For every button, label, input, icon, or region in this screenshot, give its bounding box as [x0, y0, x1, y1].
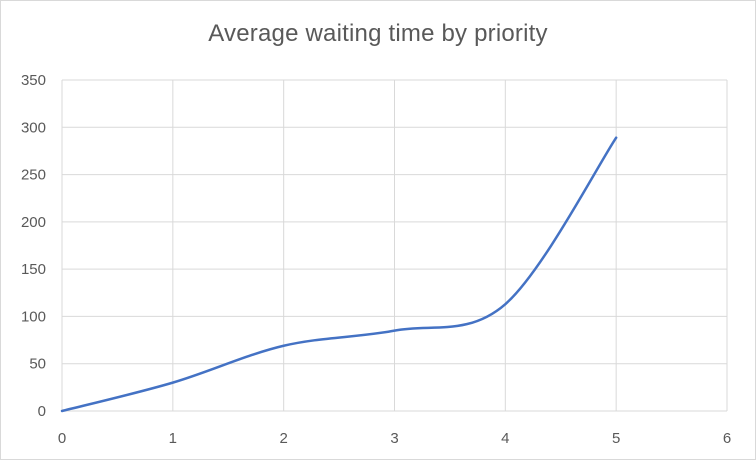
x-tick-label: 6: [723, 430, 731, 447]
x-tick-label: 0: [58, 430, 66, 447]
data-point: [502, 301, 508, 307]
y-tick-label: 0: [38, 403, 46, 420]
y-tick-label: 100: [21, 308, 46, 325]
chart-title: Average waiting time by priority: [208, 20, 548, 47]
x-tick-label: 3: [390, 430, 398, 447]
x-tick-label: 5: [612, 430, 620, 447]
data-point: [613, 135, 619, 141]
x-tick-label: 2: [279, 430, 287, 447]
data-point: [59, 408, 65, 414]
y-tick-label: 300: [21, 119, 46, 136]
grid-lines: [61, 79, 728, 412]
data-point: [392, 328, 398, 334]
data-point: [281, 343, 287, 349]
x-tick-label: 1: [169, 430, 177, 447]
tick-labels: 0 50 100 150 200 250 300 350 0 1 2 3 4 5 6: [21, 72, 731, 447]
data-point: [170, 380, 176, 386]
y-tick-label: 200: [21, 214, 46, 231]
x-tick-label: 4: [501, 430, 509, 447]
y-tick-label: 50: [29, 356, 46, 373]
y-tick-label: 250: [21, 167, 46, 184]
y-tick-label: 350: [21, 72, 46, 89]
y-tick-label: 150: [21, 261, 46, 278]
series-layer: [59, 135, 619, 414]
series-line: [60, 136, 618, 413]
